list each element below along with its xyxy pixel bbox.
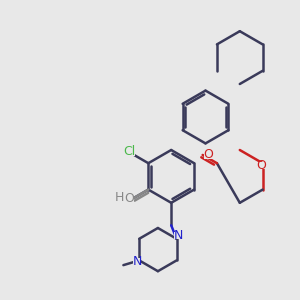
Text: O: O [203,148,213,161]
Bar [203,151,212,159]
Text: H: H [115,191,124,204]
Text: O: O [256,159,266,172]
Bar [257,162,266,169]
Text: Cl: Cl [124,145,136,158]
Bar [125,195,134,202]
Bar [116,194,124,202]
Text: N: N [133,255,142,268]
Bar [124,148,136,156]
Bar [134,258,141,265]
Bar [174,232,182,239]
Text: N: N [173,229,183,242]
Text: O: O [125,192,135,205]
